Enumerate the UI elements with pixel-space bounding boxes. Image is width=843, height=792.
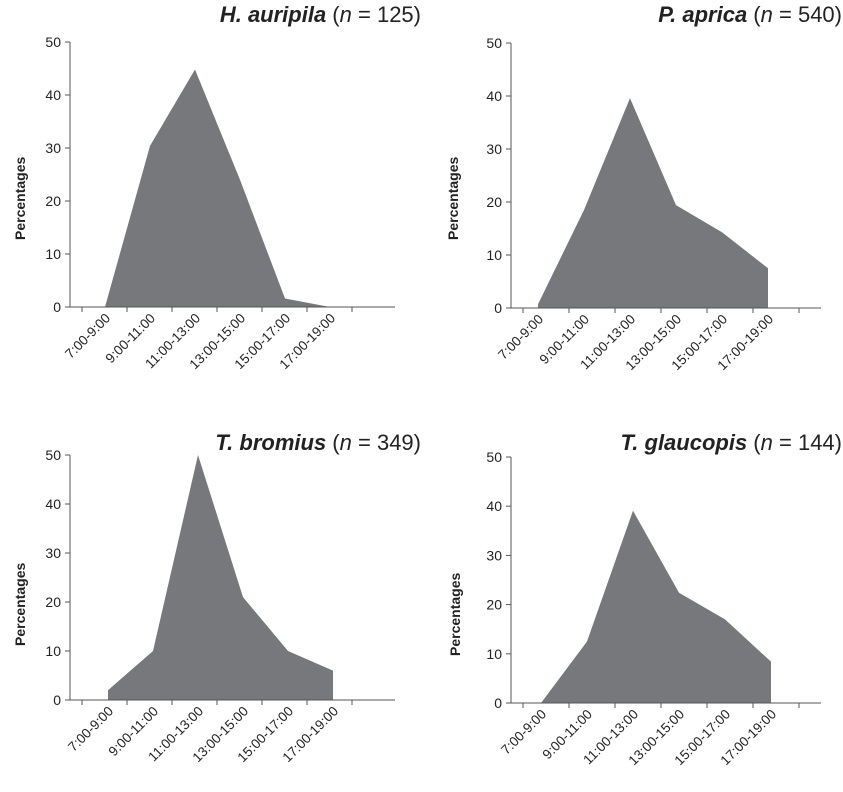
area-series [541, 510, 771, 703]
chart-title: P. aprica (n = 540) [658, 2, 842, 27]
y-tick-label: 50 [486, 35, 502, 51]
chart-panel-t-glaucopis: T. glaucopis (n = 144) Percentages 0 10 20… [421, 396, 842, 792]
y-tick-label: 20 [486, 597, 502, 613]
y-tick-label: 40 [45, 87, 61, 103]
y-tick-label: 30 [486, 141, 502, 157]
species-name: T. bromius [215, 430, 327, 455]
chart-panel-p-aprica: P. aprica (n = 540) Percentages 0 10 20 30 4… [421, 0, 842, 396]
y-tick-label: 50 [45, 447, 61, 463]
y-tick-label: 10 [45, 246, 61, 262]
chart-title: H. auripila (n = 125) [219, 2, 421, 27]
chart-panel-t-bromius: T. bromius (n = 349) Percentages 0 10 20 30… [0, 396, 421, 792]
y-tick-label: 0 [494, 695, 502, 711]
y-tick-label: 10 [486, 247, 502, 263]
species-name: P. aprica [658, 2, 748, 27]
area-chart: 010203040507:00-9:009:00-11:0011:00-13:0… [486, 35, 821, 373]
species-name: H. auripila [219, 2, 327, 27]
y-tick-label: 40 [45, 496, 61, 512]
y-tick-label: 50 [486, 449, 502, 465]
area-series [538, 98, 768, 309]
y-tick-label: 40 [486, 88, 502, 104]
y-tick-label: 30 [45, 545, 61, 561]
species-name: T. glaucopis [620, 430, 748, 455]
chart-panel-h-auripila: H. auripila (n = 125) Percentages 0 10 20 3… [0, 0, 421, 396]
area-chart: 010203040507:00-9:009:00-11:0011:00-13:0… [45, 34, 395, 372]
y-tick-label: 10 [486, 646, 502, 662]
chart-title: T. bromius (n = 349) [215, 430, 421, 455]
y-tick-label: 0 [494, 300, 502, 316]
y-tick-label: 20 [486, 194, 502, 210]
area-chart: 010203040507:00-9:009:00-11:0011:00-13:0… [45, 447, 395, 765]
y-tick-label: 0 [53, 692, 61, 708]
y-tick-label: 30 [486, 547, 502, 563]
y-tick-label: 20 [45, 193, 61, 209]
area-chart: 010203040507:00-9:009:00-11:0011:00-13:0… [486, 449, 821, 768]
y-tick-label: 50 [45, 34, 61, 50]
y-tick-label: 40 [486, 498, 502, 514]
y-tick-label: 0 [53, 299, 61, 315]
area-series [108, 455, 333, 700]
area-series [105, 69, 330, 307]
y-tick-label: 10 [45, 643, 61, 659]
chart-title: T. glaucopis (n = 144) [620, 430, 842, 455]
y-tick-label: 30 [45, 140, 61, 156]
y-tick-label: 20 [45, 594, 61, 610]
